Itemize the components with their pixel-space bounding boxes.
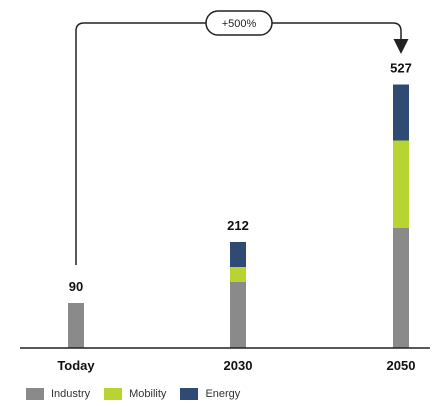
x-tick-label-2030: 2030 bbox=[224, 358, 253, 373]
legend-item-mobility: Mobility bbox=[104, 388, 166, 400]
growth-annotation-label: +500% bbox=[222, 18, 257, 30]
bar-segment-energy-2050 bbox=[393, 84, 409, 141]
chart-legend: Industry Mobility Energy bbox=[26, 388, 240, 400]
labels-layer: 90 Today 212 2030 527 2050 bbox=[57, 61, 415, 374]
bar-segment-mobility-2030 bbox=[230, 267, 246, 282]
bar-segment-industry-2050 bbox=[393, 228, 409, 348]
bar-segment-industry-2030 bbox=[230, 282, 246, 348]
legend-swatch-energy bbox=[180, 388, 199, 400]
legend-item-energy: Energy bbox=[180, 388, 240, 400]
bar-segment-energy-2030 bbox=[230, 242, 246, 267]
total-label-2030: 212 bbox=[227, 218, 249, 233]
legend-label-mobility: Mobility bbox=[129, 388, 167, 400]
growth-annotation-box bbox=[205, 10, 273, 36]
legend-label-industry: Industry bbox=[51, 388, 91, 400]
bar-segment-industry-today bbox=[68, 303, 84, 348]
growth-arrow bbox=[75, 22, 401, 265]
legend-label-energy: Energy bbox=[205, 388, 241, 400]
x-tick-label-2050: 2050 bbox=[387, 358, 416, 373]
total-label-2050: 527 bbox=[390, 61, 412, 76]
bars-layer bbox=[68, 84, 409, 348]
legend-swatch-mobility bbox=[104, 388, 123, 400]
legend-swatch-industry bbox=[26, 388, 44, 400]
legend-item-industry: Industry bbox=[26, 388, 90, 400]
total-label-today: 90 bbox=[69, 279, 83, 294]
bar-segment-mobility-2050 bbox=[393, 140, 409, 228]
x-tick-label-today: Today bbox=[57, 358, 95, 373]
